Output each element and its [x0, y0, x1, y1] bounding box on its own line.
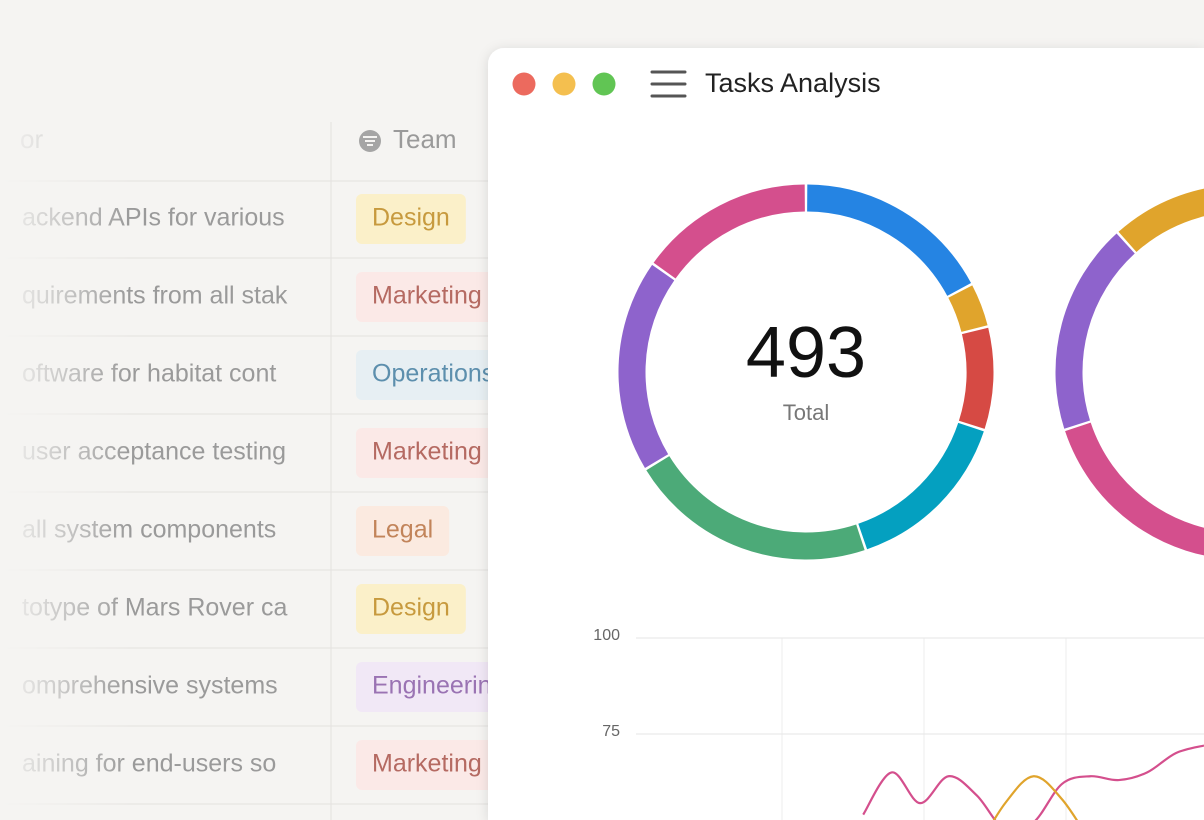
- donut-total-label: Total: [783, 400, 829, 425]
- team-label: Marketing: [372, 438, 482, 466]
- window-panel: [488, 48, 1204, 820]
- filter-icon-lines: [363, 136, 377, 146]
- donut-segment: [646, 455, 865, 560]
- team-label: Operations: [372, 360, 494, 388]
- line-series: [862, 744, 1204, 820]
- column-header[interactable]: Team: [393, 124, 457, 154]
- team-tag: [356, 584, 466, 634]
- team-tag: [356, 272, 498, 322]
- donut-segment: [858, 422, 984, 550]
- donut-segment: [806, 184, 972, 297]
- team-label: Marketing: [372, 750, 482, 778]
- y-tick-label: 75: [602, 723, 620, 740]
- window-title: Tasks Analysis: [705, 68, 881, 98]
- maximize-button[interactable]: [592, 72, 616, 96]
- line-series: [992, 775, 1079, 820]
- window: [488, 48, 1204, 820]
- close-button[interactable]: [512, 72, 536, 96]
- fade-overlay: [0, 100, 130, 820]
- team-tag: [356, 350, 511, 400]
- team-label: Legal: [372, 516, 433, 544]
- team-tag: [356, 428, 498, 478]
- y-tick-label: 100: [593, 627, 620, 644]
- donut-segment: [1055, 233, 1135, 429]
- minimize-button[interactable]: [552, 72, 576, 96]
- team-label: Engineering: [372, 672, 505, 700]
- window-content: Tasks Analysis 493Total175100: [512, 68, 1204, 820]
- team-label: Design: [372, 594, 450, 622]
- donut-total: 493: [746, 313, 866, 393]
- table: or Team ackend APIs for variousquirement…: [0, 122, 522, 820]
- donut-segment: [948, 285, 988, 333]
- team-label: Marketing: [372, 282, 482, 310]
- donut-segment: [958, 327, 994, 429]
- donut-segment: [653, 184, 806, 279]
- team-tag: [356, 662, 522, 712]
- donut-segment: [1065, 422, 1204, 556]
- menu-icon[interactable]: [650, 70, 687, 98]
- team-tag: [356, 740, 498, 790]
- team-label: Design: [372, 204, 450, 232]
- donut-segment: [618, 264, 675, 469]
- team-tag: [356, 506, 450, 556]
- team-tag: [356, 194, 466, 244]
